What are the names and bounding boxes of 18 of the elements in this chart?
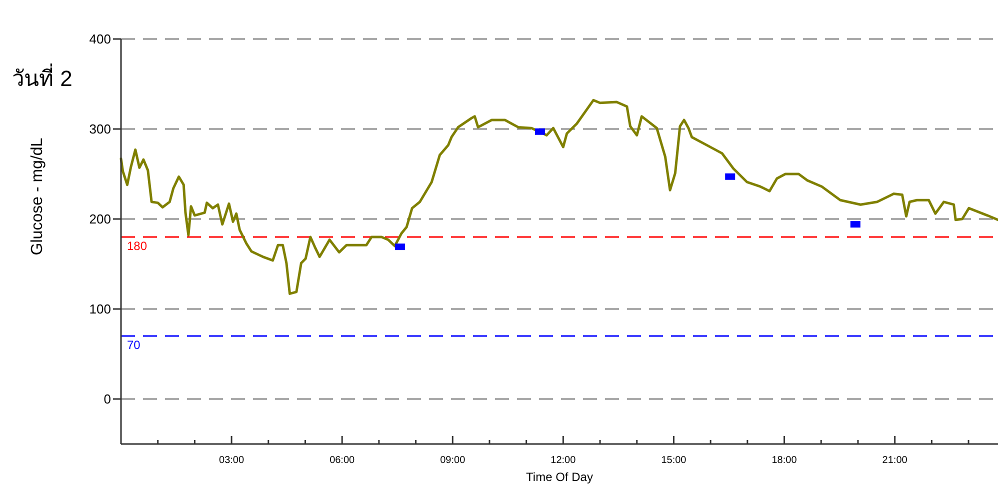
- x-tick-label: 12:00: [550, 455, 576, 466]
- text: วันที่ 2: [12, 63, 72, 91]
- x-tick-label: 03:00: [219, 455, 244, 466]
- x-tick-label: 09:00: [440, 455, 466, 466]
- y-tick-label: 300: [89, 122, 111, 137]
- ref-line-label: 180: [127, 239, 148, 253]
- x-tick-label: 21:00: [882, 455, 908, 466]
- y-axis-title: Glucose - mg/dL: [29, 138, 46, 256]
- y-tick-label: 0: [104, 392, 111, 407]
- x-tick-label: 06:00: [330, 455, 356, 466]
- y-tick-label: 200: [89, 212, 111, 227]
- ref-line-label: 70: [127, 338, 141, 352]
- y-tick-label: 100: [89, 302, 111, 317]
- x-axis-title: Time Of Day: [526, 470, 593, 484]
- y-tick-label: 400: [89, 32, 111, 47]
- x-tick-label: 15:00: [661, 455, 687, 466]
- line-series: [120, 98, 998, 295]
- x-tick-label: 18:00: [772, 455, 798, 466]
